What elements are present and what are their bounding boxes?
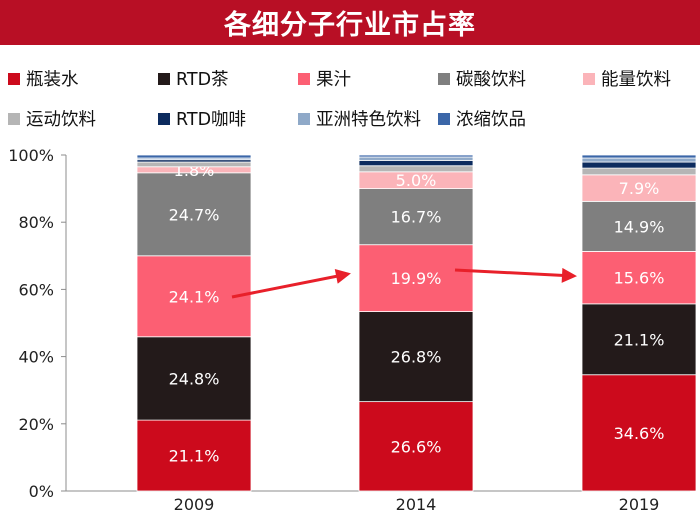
legend-swatch (438, 72, 450, 85)
legend-item: RTD茶 (158, 66, 298, 91)
data-label: 26.6% (391, 437, 442, 456)
data-label: 16.7% (391, 208, 442, 227)
legend-swatch (158, 72, 170, 85)
y-tick-label: 0% (29, 482, 54, 501)
legend-label: 碳酸饮料 (456, 70, 526, 90)
legend-item: 能量饮料 (583, 66, 698, 91)
legend-item: 果汁 (298, 66, 438, 91)
bar-segment (136, 255, 252, 338)
legend-label: 亚洲特色饮料 (316, 110, 421, 130)
bar-segment (358, 165, 474, 173)
trend-arrow (454, 267, 577, 283)
bar-segment (581, 161, 697, 169)
legend-swatch (438, 112, 450, 125)
bar-segment (581, 167, 697, 176)
legend-label: 浓缩饮品 (456, 110, 526, 130)
bar-segment (136, 172, 252, 257)
bar-segment (358, 244, 474, 312)
y-tick-label: 60% (18, 280, 54, 299)
x-tick-label: 2009 (174, 495, 215, 514)
data-label: 24.1% (169, 287, 220, 306)
legend-item: 亚洲特色饮料 (298, 106, 438, 131)
legend-label: RTD咖啡 (176, 110, 247, 130)
legend-item: 瓶装水 (8, 66, 158, 91)
chart-title: 各细分子行业市占率 (0, 0, 700, 45)
legend-swatch (158, 112, 170, 125)
bar-segment (358, 156, 474, 161)
bar-segment (136, 154, 252, 159)
y-tick-label: 80% (18, 213, 54, 232)
legend-item: 碳酸饮料 (438, 66, 583, 91)
legend-swatch (8, 112, 20, 125)
y-tick-label: 20% (18, 415, 54, 434)
bar-segment (358, 154, 474, 158)
data-label: 7.9% (619, 179, 660, 198)
bar-segment (581, 374, 697, 492)
legend-label: RTD茶 (176, 70, 229, 90)
data-label: 24.7% (169, 205, 220, 224)
legend-label: 瓶装水 (26, 70, 79, 90)
data-label: 26.8% (391, 348, 442, 367)
bar-segment (581, 200, 697, 252)
data-label: 15.6% (614, 269, 665, 288)
bar-segment (581, 154, 697, 159)
x-tick-label: 2019 (619, 495, 660, 514)
legend-label: 果汁 (316, 70, 351, 90)
data-label: 24.8% (169, 369, 220, 388)
bar-segment (358, 311, 474, 403)
legend-swatch (8, 72, 20, 85)
data-label: 19.9% (391, 269, 442, 288)
data-label: 21.1% (614, 330, 665, 349)
trend-arrow (231, 268, 351, 299)
legend: 瓶装水 RTD茶 果汁 碳酸饮料 能量饮料运动饮料 RTD咖啡 亚洲特色饮料 浓缩饮品 (8, 66, 698, 131)
bar-segment (358, 188, 474, 246)
legend-label: 能量饮料 (601, 70, 671, 90)
data-label: 14.9% (614, 217, 665, 236)
y-tick-label: 100% (8, 146, 54, 165)
legend-label: 运动饮料 (26, 110, 96, 130)
legend-swatch (298, 112, 310, 125)
bar-segment (581, 157, 697, 163)
legend-swatch (583, 72, 595, 85)
legend-item: 浓缩饮品 (438, 106, 583, 131)
y-tick-label: 40% (18, 348, 54, 367)
data-label: 21.1% (169, 447, 220, 466)
bar-segment (581, 251, 697, 305)
data-label: 34.6% (614, 424, 665, 443)
bar-segment (358, 159, 474, 167)
legend-item: 运动饮料 (8, 106, 158, 131)
data-label: 5.0% (396, 171, 437, 190)
bar-segment (136, 419, 252, 492)
bar-segment (136, 161, 252, 168)
bar-segment (136, 336, 252, 421)
x-tick-label: 2014 (396, 495, 437, 514)
legend-swatch (298, 72, 310, 85)
bar-segment (358, 401, 474, 492)
legend-item: RTD咖啡 (158, 106, 298, 131)
bar-segment (581, 303, 697, 376)
